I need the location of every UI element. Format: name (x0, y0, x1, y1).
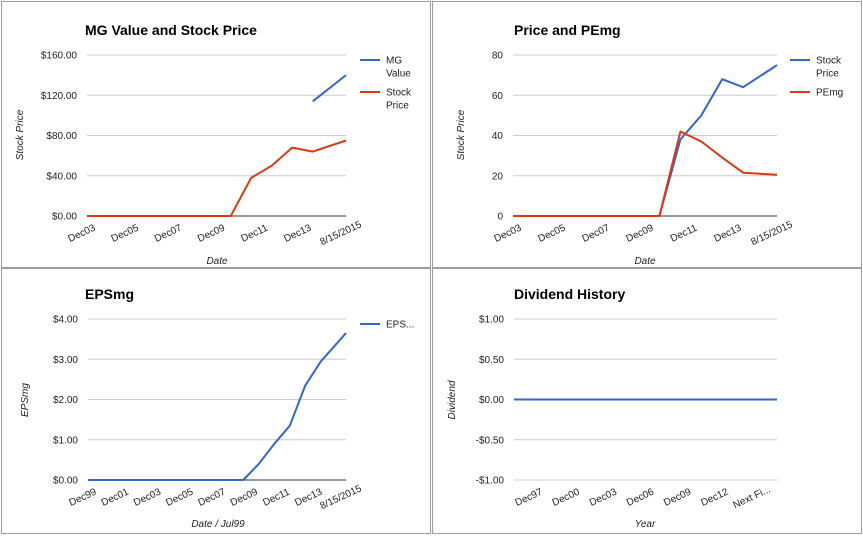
x-axis-title: Date (634, 256, 656, 267)
y-axis-title: Stock Price (15, 109, 26, 160)
y-tick-label: -$0.50 (476, 435, 505, 446)
chart-title: Dividend History (514, 286, 625, 302)
y-tick-label: $1.00 (53, 435, 78, 446)
legend-item: MG Value (360, 56, 411, 80)
y-tick-label: $3.00 (53, 355, 78, 366)
chart-panel: Dividend History -$1.00 -$0.50 $0.00 $0.50 $1… (432, 268, 862, 534)
y-tick-label: 0 (497, 212, 503, 223)
legend-label: Stock Price (386, 88, 412, 112)
y-axis-title: EPSmg (20, 383, 31, 417)
y-tick-label: 60 (492, 91, 504, 102)
panel-border (1, 1, 431, 268)
legend-label: MG Value (386, 56, 411, 80)
legend-label: Stock Price (816, 56, 842, 80)
series-line (513, 130, 778, 217)
y-tick-label: $2.00 (53, 395, 78, 406)
series-line (87, 139, 347, 217)
x-axis-title: Date / Jul99 (191, 519, 245, 530)
x-axis-title: Year (635, 519, 656, 530)
y-tick-label: $160.00 (41, 51, 78, 62)
y-axis-title: Dividend (447, 380, 458, 419)
y-tick-label: 20 (492, 171, 504, 182)
panel-border (432, 1, 862, 268)
legend-item: PEmg (790, 88, 843, 99)
y-tick-label: $1.00 (479, 315, 504, 326)
chart-panel: MG Value and Stock Price $0.00 $40.00 $80.0… (1, 1, 431, 268)
legend-label: EPS... (386, 320, 414, 331)
chart-title: Price and PEmg (514, 22, 621, 38)
y-tick-label: $120.00 (41, 91, 78, 102)
y-tick-label: $40.00 (46, 171, 77, 182)
panel-border (432, 268, 862, 534)
series-line (88, 332, 347, 481)
y-tick-label: $0.00 (53, 476, 78, 487)
y-tick-label: $0.00 (52, 212, 77, 223)
x-axis-title: Date (206, 256, 228, 267)
y-axis-title: Stock Price (456, 109, 467, 160)
y-tick-label: 80 (492, 51, 504, 62)
legend-item: EPS... (360, 320, 414, 331)
legend-label: PEmg (816, 88, 843, 99)
y-tick-label: $0.00 (479, 395, 504, 406)
y-tick-label: 40 (492, 131, 504, 142)
y-tick-label: $80.00 (46, 131, 77, 142)
legend-item: Stock Price (360, 88, 412, 112)
panel-border (1, 268, 431, 534)
legend-item: Stock Price (790, 56, 842, 80)
chart-title: EPSmg (85, 286, 134, 302)
y-tick-label: $0.50 (479, 355, 504, 366)
y-tick-label: $4.00 (53, 315, 78, 326)
chart-title: MG Value and Stock Price (85, 22, 257, 38)
y-tick-label: -$1.00 (476, 476, 505, 487)
series-line (312, 74, 347, 103)
